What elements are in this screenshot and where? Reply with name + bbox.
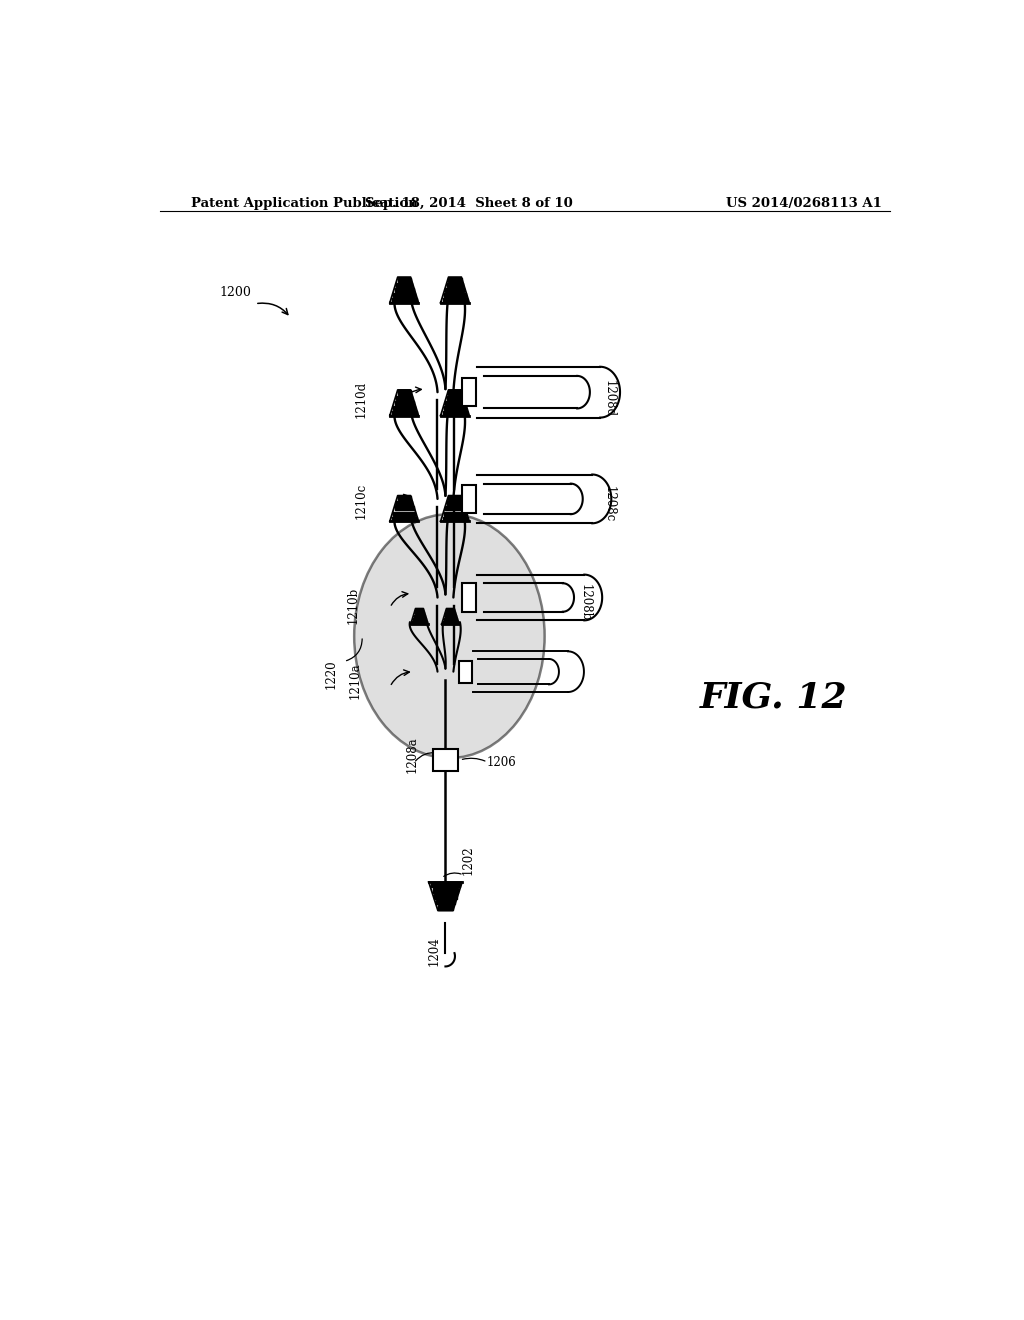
Text: 1220: 1220: [325, 659, 338, 689]
Polygon shape: [394, 288, 414, 292]
Polygon shape: [444, 405, 466, 411]
Polygon shape: [446, 396, 463, 400]
Polygon shape: [396, 282, 413, 286]
Polygon shape: [446, 609, 455, 611]
Polygon shape: [442, 411, 467, 414]
Polygon shape: [396, 502, 413, 506]
Polygon shape: [394, 401, 414, 405]
Polygon shape: [393, 512, 415, 516]
Bar: [433, 748, 458, 771]
Polygon shape: [392, 516, 417, 521]
Polygon shape: [393, 405, 415, 411]
Text: 1206: 1206: [486, 756, 516, 770]
Polygon shape: [414, 615, 425, 618]
Polygon shape: [390, 277, 419, 302]
Text: 1210a: 1210a: [348, 663, 361, 700]
Polygon shape: [397, 391, 411, 395]
Text: Patent Application Publication: Patent Application Publication: [191, 197, 418, 210]
Polygon shape: [443, 618, 457, 620]
Polygon shape: [444, 615, 456, 618]
Polygon shape: [411, 609, 428, 624]
Text: 1208a: 1208a: [406, 737, 419, 774]
Text: 1208b: 1208b: [579, 583, 592, 620]
Polygon shape: [432, 888, 459, 892]
Polygon shape: [390, 389, 419, 416]
Bar: [462, 583, 476, 611]
Polygon shape: [416, 609, 424, 611]
Polygon shape: [436, 900, 455, 904]
Polygon shape: [440, 277, 469, 302]
Text: 1210d: 1210d: [354, 380, 368, 417]
Polygon shape: [393, 293, 415, 297]
Text: 1210b: 1210b: [346, 586, 359, 624]
Polygon shape: [396, 396, 413, 400]
Bar: [462, 484, 476, 513]
Polygon shape: [442, 298, 467, 302]
Polygon shape: [445, 507, 465, 511]
Text: Sep. 18, 2014  Sheet 8 of 10: Sep. 18, 2014 Sheet 8 of 10: [366, 197, 573, 210]
Polygon shape: [446, 282, 463, 286]
Text: US 2014/0268113 A1: US 2014/0268113 A1: [726, 197, 882, 210]
Polygon shape: [431, 883, 460, 887]
Polygon shape: [445, 612, 456, 615]
Circle shape: [354, 513, 545, 758]
Polygon shape: [442, 622, 458, 624]
Polygon shape: [429, 882, 462, 911]
Polygon shape: [444, 293, 466, 297]
Polygon shape: [445, 401, 465, 405]
Text: 1200: 1200: [219, 285, 251, 298]
Text: FIG. 12: FIG. 12: [699, 680, 847, 714]
Polygon shape: [440, 389, 469, 416]
Polygon shape: [413, 618, 426, 620]
Polygon shape: [392, 298, 417, 302]
Polygon shape: [397, 277, 411, 281]
Polygon shape: [449, 391, 462, 395]
Polygon shape: [437, 906, 454, 909]
Bar: [462, 378, 476, 407]
Text: 1210c: 1210c: [354, 483, 368, 519]
Polygon shape: [434, 894, 457, 899]
Polygon shape: [412, 622, 427, 624]
Polygon shape: [392, 411, 417, 414]
Polygon shape: [440, 495, 469, 521]
Polygon shape: [449, 496, 462, 500]
Polygon shape: [415, 612, 424, 615]
Bar: [460, 660, 472, 682]
Polygon shape: [441, 609, 459, 624]
Polygon shape: [444, 512, 466, 516]
Text: 1204: 1204: [428, 937, 441, 966]
Text: 1208c: 1208c: [602, 486, 615, 523]
Text: 1208d: 1208d: [602, 380, 615, 417]
Polygon shape: [442, 516, 467, 521]
Polygon shape: [394, 507, 414, 511]
Polygon shape: [449, 277, 462, 281]
Polygon shape: [397, 496, 411, 500]
Polygon shape: [445, 288, 465, 292]
Text: 1202: 1202: [461, 845, 474, 875]
Polygon shape: [390, 495, 419, 521]
Polygon shape: [446, 502, 463, 506]
